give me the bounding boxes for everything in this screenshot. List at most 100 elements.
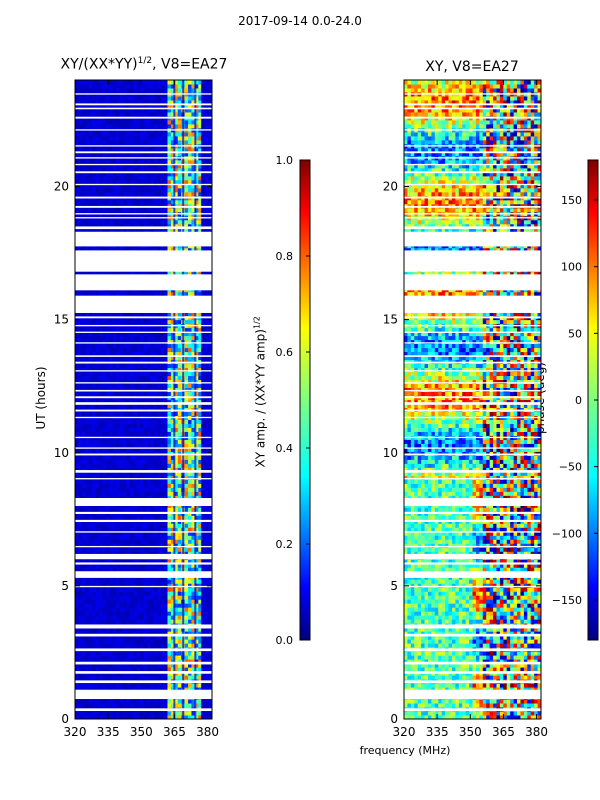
heatmap-cell [208,711,212,716]
heatmap-cell [150,375,155,381]
heatmap-cell [164,663,168,668]
heatmap-cell [95,423,100,428]
heatmap-cell [92,599,97,604]
heatmap-cell [112,703,117,708]
heatmap-cell [201,699,206,704]
heatmap-cell [174,427,179,432]
heatmap-cell [116,615,121,620]
heatmap-cell [153,559,158,564]
heatmap-cell [102,667,107,672]
heatmap-cell [122,403,127,408]
heatmap-cell [119,443,124,448]
heatmap-cell [112,347,117,353]
heatmap-cell [184,523,189,528]
heatmap-cell [136,383,141,389]
heatmap-cell [88,595,93,600]
heatmap-cell [105,271,110,277]
heatmap-cell [98,687,103,692]
heatmap-cell [201,399,206,404]
heatmap-cell [85,423,90,428]
heatmap-cell [88,523,93,528]
heatmap-cell [208,563,212,568]
heatmap-cell [177,423,182,428]
heatmap-cell [188,551,192,556]
heatmap-cell [188,703,192,708]
heatmap-cell [126,659,131,664]
heatmap-cell [177,599,182,604]
heatmap-cell [150,419,155,424]
heatmap-cell [174,383,179,389]
heatmap-cell [85,271,90,277]
heatmap-cell [198,467,203,472]
heatmap-cell [109,467,114,472]
heatmap-cell [201,455,206,460]
heatmap-cell [191,399,196,404]
heatmap-cell [205,363,210,369]
heatmap-cell [98,599,103,604]
heatmap-cell [136,431,141,436]
heatmap-cell [140,491,144,496]
heatmap-cell [170,351,175,357]
heatmap-cell [194,399,199,404]
heatmap-cell [146,583,151,588]
heatmap-cell [81,675,86,680]
heatmap-cell [122,627,127,632]
heatmap-cell [109,219,114,225]
heatmap-cell [170,643,175,648]
heatmap-cell [140,467,144,472]
heatmap-cell [184,475,189,480]
heatmap-cell [126,607,131,612]
heatmap-cell [140,527,144,532]
heatmap-cell [143,559,148,564]
heatmap-cell [126,227,131,233]
heatmap-cell [160,383,165,389]
heatmap-cell [194,227,199,233]
heatmap-cell [133,383,138,389]
heatmap-cell [75,703,79,708]
heatmap-cell [122,383,127,389]
heatmap-cell [85,583,90,588]
heatmap-cell [116,327,121,333]
heatmap-cell [164,339,168,345]
heatmap-cell [164,687,168,692]
heatmap-cell [81,559,86,564]
heatmap-cell [88,599,93,604]
heatmap-cell [188,371,192,377]
heatmap-cell [122,523,127,528]
heatmap-cell [133,391,138,396]
heatmap-cell [170,403,175,408]
heatmap-cell [170,223,175,229]
heatmap-cell [143,615,148,620]
heatmap-cell [92,507,97,512]
heatmap-cell [126,367,131,373]
heatmap-cell [92,655,97,660]
heatmap-cell [201,367,206,373]
heatmap-cell [174,475,179,480]
heatmap-cell [112,439,117,444]
heatmap-cell [129,399,134,404]
heatmap-cell [140,487,144,492]
heatmap-cell [208,379,212,385]
heatmap-cell [129,631,134,636]
heatmap-cell [160,567,165,572]
heatmap-cell [198,419,203,424]
heatmap-cell [92,543,97,548]
heatmap-cell [78,599,83,604]
heatmap-cell [136,487,141,492]
heatmap-cell [164,439,168,444]
heatmap-cell [167,651,172,656]
heatmap-cell [122,399,127,404]
heatmap-cell [126,223,131,229]
heatmap-cell [109,247,114,253]
heatmap-cell [116,619,121,624]
heatmap-cell [143,387,148,393]
heatmap-cell [129,583,134,588]
heatmap-cell [160,443,165,448]
heatmap-cell [205,631,210,636]
heatmap-cell [88,343,93,349]
heatmap-cell [164,319,168,325]
heatmap-cell [167,411,172,416]
heatmap-cell [95,471,100,476]
heatmap-cell [150,651,155,656]
heatmap-cell [133,363,138,369]
